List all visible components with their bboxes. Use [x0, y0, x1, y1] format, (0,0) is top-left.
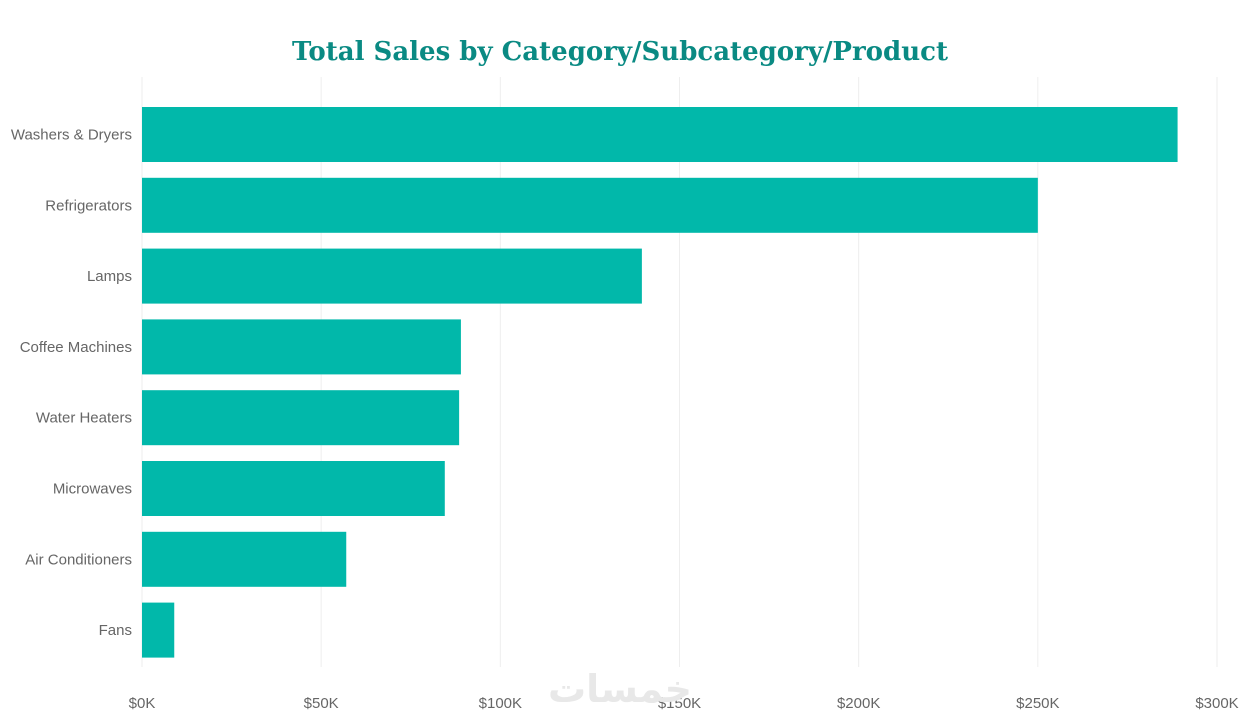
bar[interactable]: [142, 177, 1038, 233]
bar[interactable]: [142, 461, 445, 516]
bar[interactable]: [142, 531, 347, 587]
bars: [142, 107, 1178, 658]
category-label: Washers & Dryers: [11, 127, 132, 144]
x-tick-label: $50K: [304, 695, 339, 712]
bar[interactable]: [142, 390, 460, 446]
x-tick-label: $300K: [1195, 695, 1238, 712]
bar[interactable]: [142, 319, 461, 375]
bar[interactable]: [142, 602, 175, 658]
category-label: Microwaves: [53, 481, 132, 498]
bar[interactable]: [142, 248, 642, 304]
category-label: Fans: [99, 622, 132, 639]
watermark-logo: خمسات: [548, 667, 692, 711]
x-tick-label: $250K: [1016, 695, 1059, 712]
gridlines: [141, 77, 1218, 667]
x-axis-ticks: $0K $50K $100K $150K $200K $250K $300K: [129, 695, 1239, 712]
x-tick-label: $100K: [479, 695, 522, 712]
category-label: Water Heaters: [36, 410, 132, 427]
bar[interactable]: [142, 107, 1178, 162]
x-tick-label: $200K: [837, 695, 880, 712]
category-label: Lamps: [87, 268, 132, 285]
chart-title: Total Sales by Category/Subcategory/Prod…: [292, 37, 948, 67]
category-labels: Washers & Dryers Refrigerators Lamps Coffee…: [11, 127, 132, 640]
category-label: Refrigerators: [45, 197, 132, 214]
category-label: Air Conditioners: [25, 551, 132, 568]
x-tick-label: $0K: [129, 695, 156, 712]
category-label: Coffee Machines: [20, 339, 132, 356]
x-tick-label: $150K: [658, 695, 701, 712]
